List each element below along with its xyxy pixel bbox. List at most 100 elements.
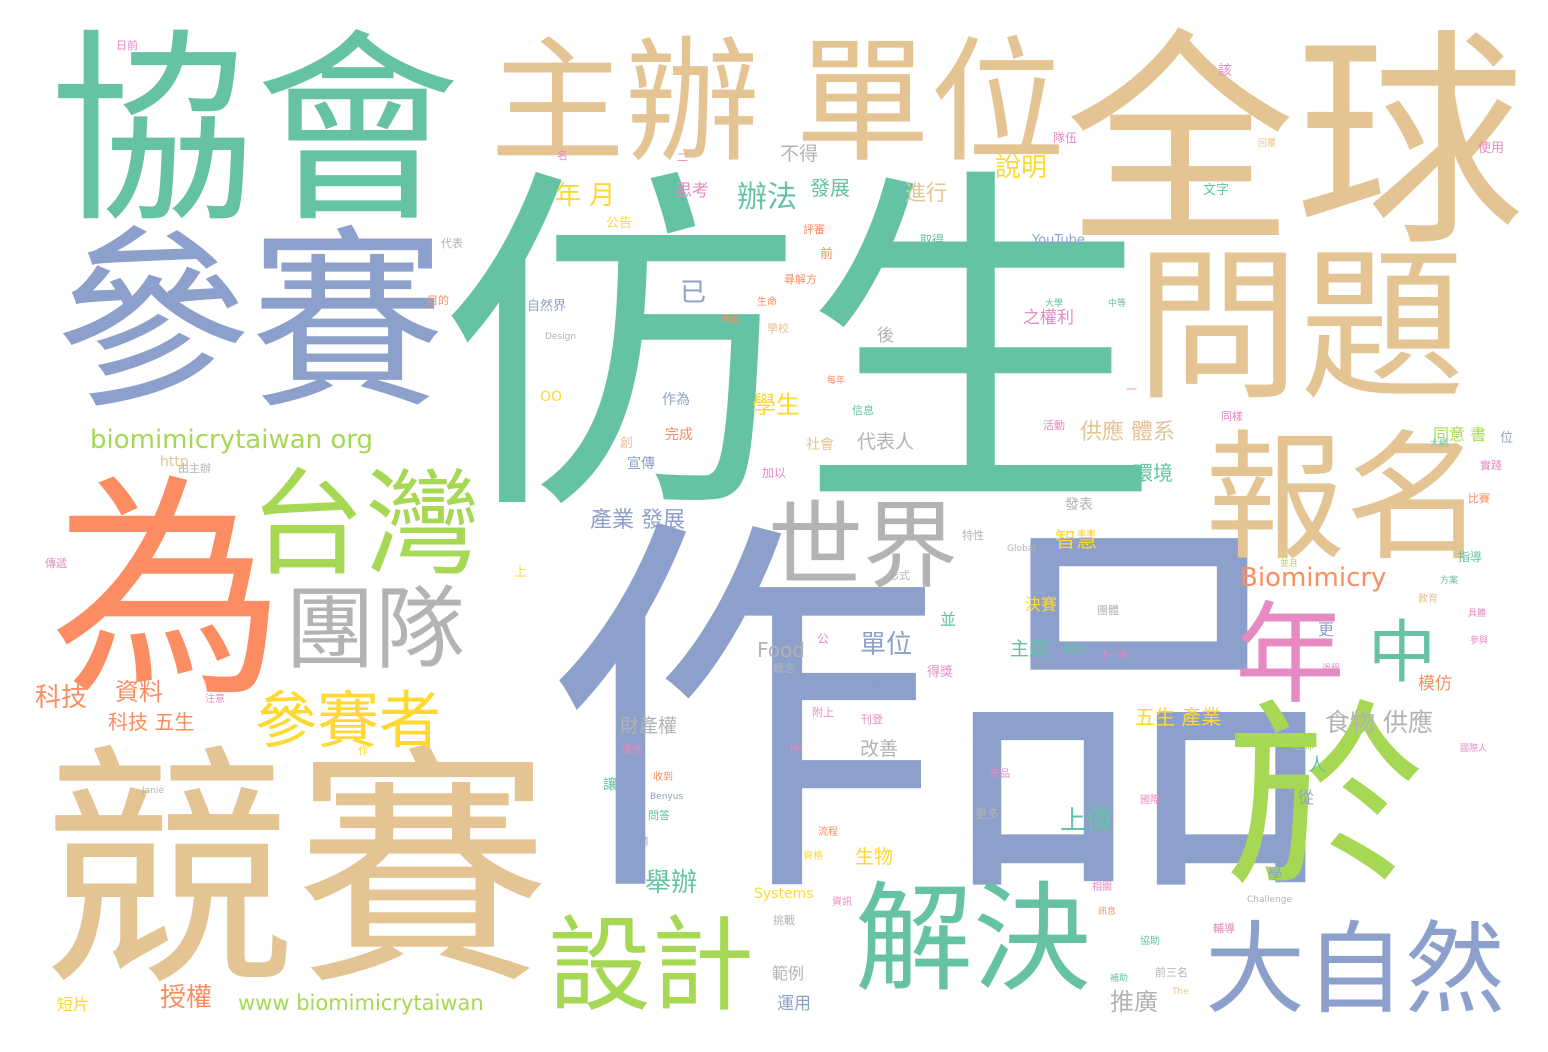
word-xue: 學: [1268, 867, 1282, 883]
word-nian-yue: 年 月: [555, 181, 616, 211]
word-xuexiao: 學校: [767, 322, 789, 335]
word-daibiaoren: 代表人: [857, 431, 915, 453]
word-keji: 科技: [35, 683, 88, 713]
word-zhuban: 主辦: [490, 24, 760, 181]
word-xunxi: 訊息: [1098, 907, 1117, 917]
word-wenzi: 文字: [1203, 183, 1230, 198]
word-ms: Ms: [790, 744, 803, 754]
word-institute: Institute: [872, 680, 910, 690]
word-meinian: 每年: [827, 376, 846, 386]
word-tigong: 提供: [622, 745, 642, 756]
word-rang: 讓: [603, 777, 617, 793]
word-zhiquanli: 之權利: [1023, 308, 1074, 328]
word-kaishi: 開始: [1065, 643, 1087, 656]
word-youzhuban: 由主辦: [178, 462, 211, 475]
word-jiejue: 解決: [855, 870, 1092, 1008]
word-sheji: 設計: [548, 906, 754, 1026]
word-zixun: 資訊: [832, 897, 852, 908]
word-fazhan: 發展: [810, 176, 850, 200]
word-bingqie: 並且: [1280, 559, 1299, 569]
word-nian: 年: [1235, 591, 1345, 719]
word-shuoming: 說明: [995, 153, 1048, 183]
word-jingsai: 競賽: [40, 724, 551, 1021]
word-gonggao: 公告: [606, 216, 633, 231]
word-gengduo: 更多: [975, 807, 1000, 821]
word-zige: 資格: [803, 851, 823, 862]
word-dagang: 大綱: [1430, 439, 1449, 449]
word-duiwu: 隊伍: [1053, 131, 1078, 145]
word-bisai: 比賽: [1468, 492, 1490, 505]
word-daibiao: 代表: [441, 237, 463, 250]
word-quanqiu: 全球: [1065, 11, 1526, 278]
word-guoji: 國際: [1140, 795, 1160, 806]
word-xuanchuan: 宣傳: [627, 456, 655, 472]
word-shengwu: 生物: [855, 846, 894, 868]
word-ren: 人: [1308, 755, 1326, 776]
word-wusheng-chanye: 五生 產業: [1135, 705, 1222, 729]
word-xingshi: 形式: [888, 569, 910, 582]
word-shijie: 世界: [768, 492, 959, 602]
word-huodong: 活動: [1043, 419, 1065, 432]
word-taiwan: 台灣: [250, 458, 481, 592]
word-tuanti: 團體: [1097, 604, 1119, 617]
word-zhihui: 智慧: [1055, 528, 1097, 552]
word-gai: 該: [1218, 63, 1232, 79]
word-fudao: 輔導: [1213, 922, 1235, 935]
word-jinxing: 進行: [905, 181, 947, 205]
word-tiaozhan: 挑戰: [773, 914, 795, 927]
word-oo: OO: [540, 389, 563, 405]
word-design: Design: [545, 332, 577, 342]
word-juesai: 決賽: [1025, 595, 1058, 614]
word-tongyang: 同樣: [1221, 410, 1243, 423]
word-duanpian: 短片: [57, 995, 90, 1014]
word-danwei: 單位: [795, 24, 1065, 181]
word-zhidao: 指導: [1458, 550, 1483, 564]
word-ming: 名: [557, 149, 568, 162]
word-cansai: 參賽: [55, 209, 445, 436]
word-shehui: 社會: [806, 437, 834, 453]
word-xunjiefang: 尋解方: [784, 273, 817, 286]
word-guanwang: 官網: [628, 837, 648, 848]
word-jinji: 晉級: [721, 315, 740, 325]
word-xiangguan: 相關: [1092, 882, 1112, 893]
word-xiehui: 協會: [50, 13, 460, 251]
word-mofang: 模仿: [1418, 674, 1452, 694]
word-er: 二: [677, 151, 688, 164]
word-zuopin: 作品: [545, 487, 1335, 947]
word-xinxi: 信息: [852, 404, 874, 417]
word-yunyong: 運用: [777, 994, 811, 1014]
word-cong: 從: [1298, 788, 1315, 807]
word-wenda: 問答: [648, 809, 670, 822]
word-shoudao: 收到: [653, 772, 673, 783]
word-http: http: [160, 454, 189, 470]
word-challenge: Challenge: [1247, 895, 1292, 905]
word-gongying-tixi: 供應 體系: [1080, 420, 1175, 445]
word-hou: 後: [877, 326, 894, 346]
word-shengming: 生命: [757, 297, 777, 308]
word-jiayi: 加以: [762, 466, 787, 480]
word-shangchuan: 上傳: [1060, 806, 1113, 836]
word-caichanquan: 財產權: [620, 715, 678, 737]
word-huifu: 回覆: [1258, 139, 1277, 149]
word-guocheng: 過程: [1322, 664, 1341, 674]
word-qian: 前: [820, 247, 834, 262]
word-shouquan: 授權: [160, 983, 213, 1013]
word-www-biomimicrytaiwan: www biomimicrytaiwan: [238, 991, 484, 1015]
word-bing: 並: [940, 610, 957, 629]
word-guojiren: 國際人: [1460, 744, 1488, 754]
word-systems: Systems: [754, 886, 814, 902]
word-daxue: 大學: [1045, 299, 1064, 309]
word-yi-one: 一: [1126, 383, 1137, 396]
word-jiaoyu: 教育: [1418, 594, 1438, 605]
word-biomimicry: Biomimicry: [1240, 563, 1387, 593]
word-shang: 上: [514, 565, 528, 580]
word-danwei-small: 單位: [860, 630, 913, 660]
word-mudi: 目的: [427, 294, 449, 307]
word-qude: 取得: [920, 233, 945, 247]
word-biomimicrytaiwan-org: biomimicrytaiwan org: [90, 425, 374, 455]
word-shijian: 實踐: [1480, 459, 1502, 472]
word-tongyishu: 同意 書: [1433, 425, 1487, 444]
word-chuandi: 傳遞: [45, 557, 67, 570]
word-chanye-fazhan: 產業 發展: [590, 508, 685, 533]
